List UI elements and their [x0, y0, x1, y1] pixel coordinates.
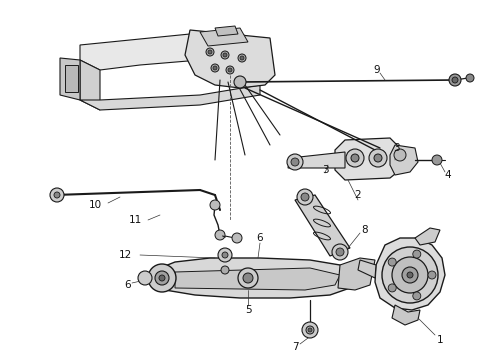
- Polygon shape: [295, 195, 350, 256]
- Circle shape: [407, 272, 413, 278]
- Circle shape: [138, 271, 152, 285]
- Circle shape: [210, 200, 220, 210]
- Polygon shape: [415, 228, 440, 245]
- Text: 3: 3: [322, 165, 328, 175]
- Circle shape: [238, 54, 246, 62]
- Polygon shape: [392, 305, 420, 325]
- Text: 2: 2: [355, 190, 361, 200]
- Circle shape: [155, 271, 169, 285]
- Text: 6: 6: [124, 280, 131, 290]
- Circle shape: [159, 275, 165, 281]
- Circle shape: [234, 76, 246, 88]
- Circle shape: [413, 292, 421, 300]
- Circle shape: [291, 158, 299, 166]
- Polygon shape: [288, 152, 345, 168]
- Circle shape: [302, 322, 318, 338]
- Circle shape: [213, 66, 217, 70]
- Circle shape: [221, 51, 229, 59]
- Circle shape: [332, 244, 348, 260]
- Circle shape: [301, 193, 309, 201]
- Circle shape: [392, 257, 428, 293]
- Text: 8: 8: [362, 225, 368, 235]
- Polygon shape: [358, 260, 376, 278]
- Circle shape: [208, 50, 212, 54]
- Circle shape: [394, 149, 406, 161]
- Circle shape: [221, 266, 229, 274]
- Polygon shape: [375, 238, 445, 310]
- Circle shape: [243, 273, 253, 283]
- Text: 6: 6: [257, 233, 263, 243]
- Circle shape: [240, 56, 244, 60]
- Circle shape: [346, 149, 364, 167]
- Circle shape: [402, 267, 418, 283]
- Circle shape: [466, 74, 474, 82]
- Text: 3: 3: [392, 143, 399, 153]
- Circle shape: [232, 233, 242, 243]
- Circle shape: [449, 74, 461, 86]
- Polygon shape: [150, 258, 355, 298]
- Circle shape: [382, 247, 438, 303]
- Circle shape: [388, 284, 396, 292]
- Polygon shape: [215, 26, 238, 36]
- Circle shape: [452, 77, 458, 83]
- Text: 4: 4: [445, 170, 451, 180]
- Circle shape: [222, 252, 228, 258]
- Circle shape: [374, 154, 382, 162]
- Polygon shape: [390, 145, 418, 175]
- Circle shape: [432, 155, 442, 165]
- Polygon shape: [80, 85, 260, 110]
- Polygon shape: [338, 258, 375, 290]
- Circle shape: [211, 64, 219, 72]
- Polygon shape: [175, 268, 340, 290]
- Text: 10: 10: [88, 200, 101, 210]
- Circle shape: [297, 189, 313, 205]
- Circle shape: [428, 271, 436, 279]
- Polygon shape: [80, 30, 270, 70]
- Text: 7: 7: [292, 342, 298, 352]
- Polygon shape: [200, 28, 248, 46]
- Circle shape: [218, 248, 232, 262]
- Polygon shape: [335, 138, 400, 180]
- Circle shape: [336, 248, 344, 256]
- Circle shape: [306, 326, 314, 334]
- Circle shape: [54, 192, 60, 198]
- Polygon shape: [185, 30, 275, 88]
- Circle shape: [215, 230, 225, 240]
- Circle shape: [287, 154, 303, 170]
- Polygon shape: [60, 58, 80, 100]
- Circle shape: [413, 250, 421, 258]
- Text: 11: 11: [128, 215, 142, 225]
- Circle shape: [226, 66, 234, 74]
- Circle shape: [308, 328, 312, 332]
- Text: 9: 9: [374, 65, 380, 75]
- Circle shape: [228, 68, 232, 72]
- Circle shape: [238, 268, 258, 288]
- Polygon shape: [65, 65, 78, 92]
- Circle shape: [148, 264, 176, 292]
- Text: 5: 5: [245, 305, 251, 315]
- Text: 1: 1: [437, 335, 443, 345]
- Circle shape: [369, 149, 387, 167]
- Circle shape: [351, 154, 359, 162]
- Polygon shape: [80, 60, 100, 110]
- Circle shape: [388, 258, 396, 266]
- Circle shape: [206, 48, 214, 56]
- Text: 12: 12: [119, 250, 132, 260]
- Circle shape: [223, 53, 227, 57]
- Circle shape: [50, 188, 64, 202]
